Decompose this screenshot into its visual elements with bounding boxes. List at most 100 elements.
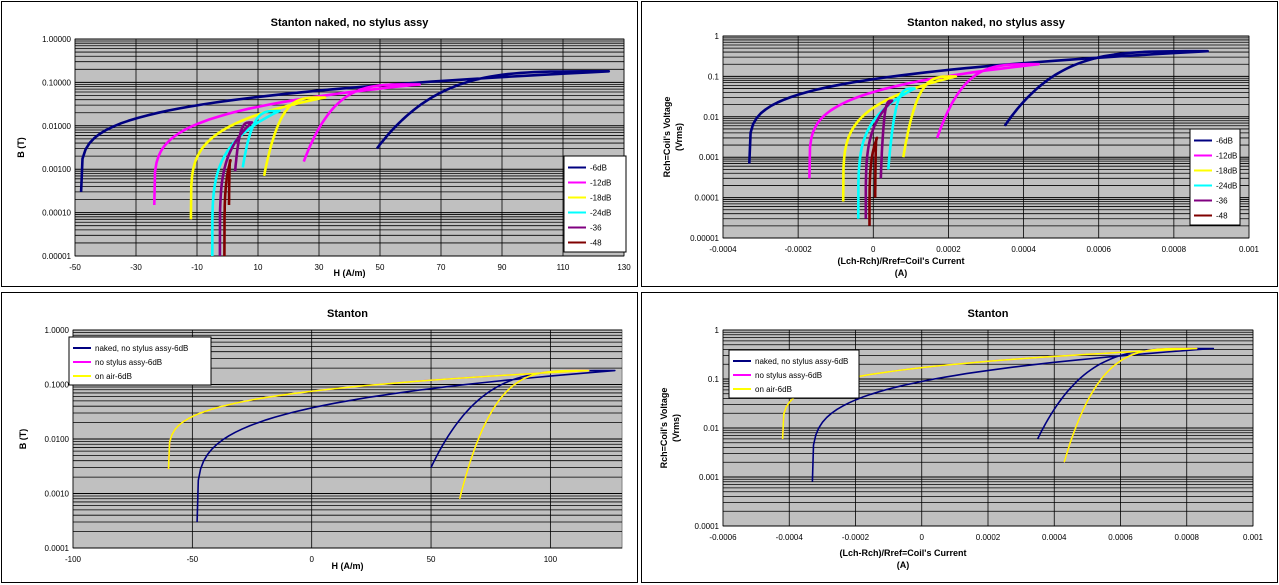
x-tick-label: 0 (309, 555, 314, 564)
x-tick-label: -100 (65, 555, 82, 564)
y-axis-label: B (T) (18, 429, 28, 450)
y-axis-label: B (T) (16, 137, 26, 158)
x-tick-label: 50 (427, 555, 436, 564)
chart-panel-bottom-left: Stanton 1.0000 0.1000 0.0100 0.0010 0.0001 -10… (1, 292, 638, 583)
chart-b-vs-h-levels: Stanton naked, no stylus assy 1.00000 0.10… (16, 17, 631, 278)
y-tick-label: 0.0100 (45, 435, 70, 444)
y-tick-label: 0.10000 (42, 78, 71, 87)
x-tick-label: 10 (254, 263, 263, 272)
x-tick-label: 0.0002 (976, 533, 1001, 542)
series-line-3 (211, 109, 281, 256)
series-line-3 (857, 87, 916, 219)
y-tick-label: 0.01 (703, 113, 719, 122)
series-line-2 (841, 75, 958, 202)
chart-panel-top-left: Stanton naked, no stylus assy 1.00000 0.10… (1, 1, 638, 287)
legend-box (563, 155, 627, 253)
x-tick-label: 0.001 (1243, 533, 1264, 542)
legend: naked, no stylus assy-6dB no stylus assy-… (728, 349, 860, 399)
legend-entry: naked, no stylus assy-6dB (95, 344, 188, 353)
y-axis-label-line: (Vrms) (671, 414, 681, 442)
series-line-4 (218, 121, 254, 256)
x-tick-label: -10 (191, 263, 203, 272)
y-tick-label: 0.00001 (690, 234, 719, 243)
legend-entry: -48 (1216, 212, 1228, 221)
chart-panel-bottom-right: Stanton 1 0.1 0.01 0.001 0.0001 -0.0006 -0.0004… (641, 292, 1278, 583)
x-tick-label: -0.0002 (785, 245, 813, 254)
y-tick-label: 0.1 (708, 375, 720, 384)
legend-entry: -6dB (590, 164, 607, 173)
legend-entry: -36 (1216, 197, 1228, 206)
x-tick-label: 110 (557, 263, 570, 272)
series-line-0 (748, 49, 1209, 164)
series-line-0 (79, 70, 611, 192)
y-tick-label: 0.0001 (695, 522, 720, 531)
y-tick-label: 0.001 (699, 153, 720, 162)
legend-entry: -18dB (590, 194, 611, 203)
legend: -6dB -12dB -18dB -24dB -36 -48 (563, 155, 627, 253)
x-tick-label: -50 (187, 555, 199, 564)
x-tick-label: 0.0002 (936, 245, 961, 254)
legend-entry: -18dB (1216, 167, 1237, 176)
x-tick-label: 0.0004 (1042, 533, 1067, 542)
x-tick-label: 0.0008 (1175, 533, 1200, 542)
series-group (167, 369, 616, 523)
y-tick-label: 0.01 (703, 424, 719, 433)
x-tick-label: 0.0006 (1108, 533, 1133, 542)
y-tick-label: 0.00001 (42, 252, 71, 261)
legend-entry: -36 (590, 224, 602, 233)
x-axis-label-line: (A) (897, 560, 910, 570)
x-tick-label: 90 (498, 263, 507, 272)
x-tick-label: -0.0004 (709, 245, 737, 254)
x-axis-label: (Lch-Rch)/Rref=Coil's Current (A) (840, 548, 967, 570)
y-tick-label: 0.001 (699, 473, 720, 482)
chart-voltage-vs-current-conditions: Stanton 1 0.1 0.01 0.001 0.0001 -0.0006 -0.0004… (659, 308, 1264, 570)
y-axis-label-line: Rch=Coil's Voltage (662, 97, 672, 178)
x-tick-label: 50 (376, 263, 385, 272)
x-tick-label: 30 (315, 263, 324, 272)
x-tick-label: -30 (130, 263, 142, 272)
legend-entry: on air-6dB (755, 385, 792, 394)
x-tick-label: -0.0002 (842, 533, 870, 542)
y-axis-label: Rch=Coil's Voltage (Vrms) (659, 388, 681, 469)
series-line-2 (167, 369, 590, 499)
x-tick-label: -50 (69, 263, 81, 272)
y-axis-label: Rch=Coil's Voltage (Vrms) (662, 97, 684, 178)
y-tick-label: 0.0001 (45, 544, 70, 553)
series-line-1 (808, 62, 1040, 179)
x-tick-label: 100 (544, 555, 558, 564)
x-axis-label: H (A/m) (332, 561, 364, 571)
series-group (748, 49, 1209, 226)
y-axis-label-line: (Vrms) (674, 123, 684, 151)
legend-box (1189, 128, 1241, 226)
x-tick-label: 0.0004 (1011, 245, 1036, 254)
gridlines (722, 35, 1250, 239)
legend-entry: naked, no stylus assy-6dB (755, 357, 848, 366)
x-axis-label-line: (A) (895, 268, 908, 278)
legend-entry: -12dB (590, 179, 611, 188)
chart-b-vs-h-conditions: Stanton 1.0000 0.1000 0.0100 0.0010 0.0001 -10… (18, 308, 623, 571)
legend-box (68, 336, 212, 386)
y-tick-label: 0.1000 (45, 381, 70, 390)
chart-panel-top-right: Stanton naked, no stylus assy 1 0.1 0.01 0.0… (641, 1, 1278, 287)
x-axis-label-line: (Lch-Rch)/Rref=Coil's Current (840, 548, 967, 558)
chart-voltage-vs-current-levels: Stanton naked, no stylus assy 1 0.1 0.01 0.0… (662, 17, 1260, 278)
x-tick-label: -0.0004 (776, 533, 804, 542)
legend-entry: -24dB (1216, 182, 1237, 191)
legend-entry: no stylus assy-6dB (95, 358, 162, 367)
gridlines (72, 329, 622, 549)
series-group (79, 70, 611, 256)
x-axis-label: H (A/m) (334, 268, 366, 278)
x-axis-label-line: (Lch-Rch)/Rref=Coil's Current (838, 256, 965, 266)
legend-entry: no stylus assy-6dB (755, 371, 822, 380)
x-tick-label: 0.001 (1239, 245, 1260, 254)
x-tick-label: 0 (871, 245, 876, 254)
x-tick-label: 130 (617, 263, 631, 272)
gridlines (722, 329, 1254, 527)
y-tick-label: 0.00100 (42, 165, 71, 174)
y-axis-label-line: Rch=Coil's Voltage (659, 388, 669, 469)
y-tick-label: 1 (715, 326, 720, 335)
chart-title: Stanton naked, no stylus assy (271, 17, 430, 29)
legend-entry: -6dB (1216, 137, 1233, 146)
y-tick-label: 0.01000 (42, 122, 71, 131)
legend-entry: -48 (590, 239, 602, 248)
